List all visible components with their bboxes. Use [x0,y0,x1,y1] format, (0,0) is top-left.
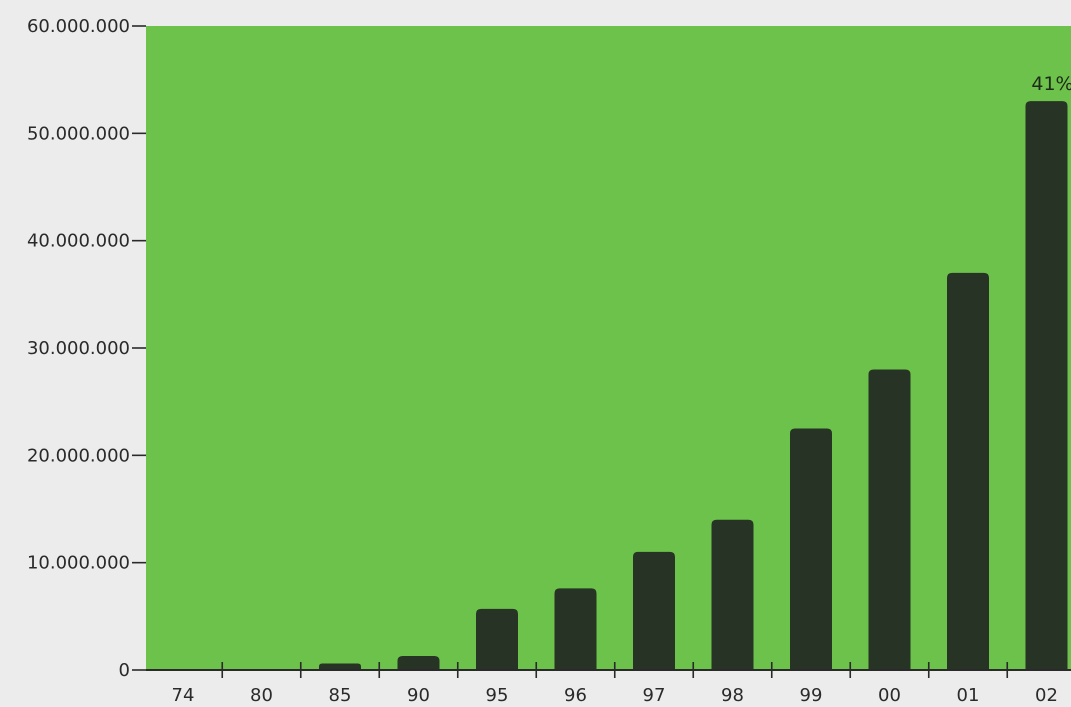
y-tick-label: 60.000.000 [27,16,130,37]
annotations: 41% [1031,73,1071,95]
bar-95 [476,608,518,670]
bar-02 [1025,101,1068,671]
x-axis: 74 80 85 90 95 96 97 98 99 00 01 02 [146,662,1071,706]
x-tick-label-80: 80 [250,685,273,706]
x-tick-label-98: 98 [721,685,744,706]
y-tick-label: 30.000.000 [27,338,130,359]
y-tick-label: 20.000.000 [27,445,130,466]
bar-series [319,101,1068,671]
bar-98 [711,519,754,670]
x-tick-label-74: 74 [172,685,195,706]
x-tick-label-99: 99 [800,685,823,706]
bar-97 [633,551,675,670]
y-tick-label: 40.000.000 [27,231,130,252]
y-tick-label: 10.000.000 [27,553,130,574]
x-tick-label-85: 85 [329,685,352,706]
x-tick-label-96: 96 [564,685,587,706]
bar-00 [868,369,911,670]
x-tick-label-01: 01 [957,685,980,706]
bar-01 [947,272,989,670]
y-axis: 0 10.000.000 20.000.000 30.000.000 40.000.00… [27,16,146,681]
x-tick-label-90: 90 [407,685,430,706]
bar-96 [554,588,597,670]
bar-99 [790,428,832,670]
x-tick-label-02: 02 [1035,685,1058,706]
plot-background [146,26,1071,670]
bar-85 [319,663,361,670]
x-tick-label-97: 97 [643,685,666,706]
x-tick-label-95: 95 [486,685,509,706]
data-label-02: 41% [1031,73,1071,95]
x-tick-label-00: 00 [878,685,901,706]
bar-90 [397,656,440,670]
y-tick-label: 0 [119,660,130,681]
y-tick-label: 50.000.000 [27,123,130,144]
